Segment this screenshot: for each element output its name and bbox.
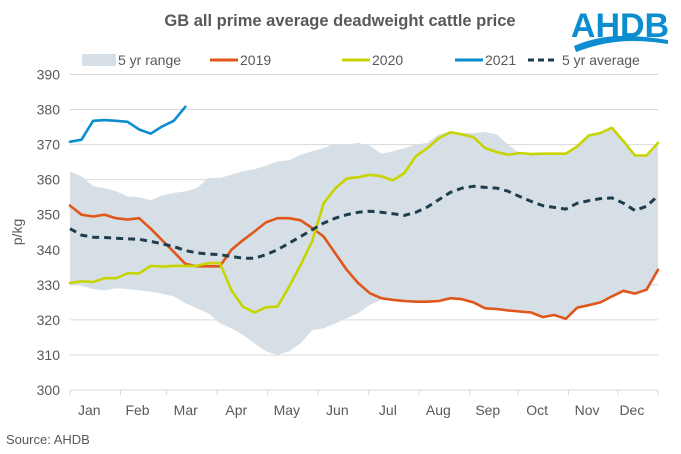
series-2021 [68,105,187,144]
legend-label: 2019 [240,52,271,68]
y-tick-label: 370 [37,137,61,153]
ahdb-logo: AHDB [571,7,669,52]
y-tick-label: 330 [37,277,61,293]
y-tick-label: 350 [37,207,61,223]
x-tick-label: Mar [174,402,198,418]
x-tick-label: Feb [125,402,149,418]
legend-label: 2020 [372,52,403,68]
x-tick-label: Oct [526,402,548,418]
legend-swatch [82,54,116,66]
x-tick-label: Jan [78,402,101,418]
y-tick-label: 310 [37,347,61,363]
series-5-yr-average [69,184,660,260]
x-tick-label: Dec [619,402,644,418]
y-tick-label: 360 [37,172,61,188]
legend-item: 2021 [455,52,516,68]
y-axis-label: p/kg [9,219,25,245]
x-tick-label: Sep [475,402,500,418]
x-tick-label: Aug [426,402,451,418]
legend-label: 5 yr average [562,52,640,68]
x-tick-label: Jun [326,402,349,418]
legend-item: 2019 [210,52,271,68]
y-axis-ticks: 300 310 320 330 340 350 360 370 380 390 [37,67,61,399]
x-axis: Jan Feb Mar Apr May Jun Jul Aug Sep Oct Nov Dec [69,390,659,418]
x-tick-label: Jul [379,402,397,418]
chart-title: GB all prime average deadweight cattle p… [164,12,515,30]
y-tick-label: 340 [37,242,61,258]
y-tick-label: 320 [37,312,61,328]
legend-label: 2021 [485,52,516,68]
x-tick-label: Apr [225,402,247,418]
source-note: Source: AHDB [6,432,90,447]
legend: 5 yr range 2019 2020 2021 5 yr average [82,52,640,68]
y-tick-label: 300 [37,382,61,398]
range-area [70,127,658,355]
series-lines [68,105,660,321]
logo-wave-icon [574,35,668,52]
y-tick-label: 380 [37,102,61,118]
legend-item: 5 yr range [82,52,181,68]
series-2020 [68,126,660,314]
x-tick-label: Nov [575,402,600,418]
legend-item: 2020 [342,52,403,68]
y-tick-label: 390 [37,67,61,83]
x-tick-label: May [274,402,300,418]
legend-item: 5 yr average [528,52,640,68]
legend-label: 5 yr range [118,52,181,68]
